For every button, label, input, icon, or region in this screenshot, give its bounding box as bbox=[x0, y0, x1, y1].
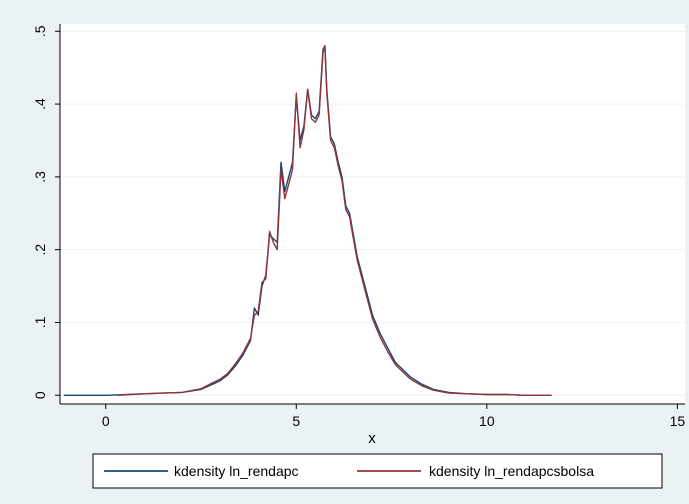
plot-area bbox=[60, 24, 685, 404]
y-tick-label: .4 bbox=[32, 98, 48, 110]
series-line-ln-rendapc bbox=[63, 45, 552, 396]
y-tick-label: .3 bbox=[32, 171, 48, 183]
x-tick-label: 10 bbox=[479, 413, 495, 429]
legend-label-ln-rendapcsbolsa: kdensity ln_rendapcsbolsa bbox=[429, 463, 594, 479]
y-tick-label: 0 bbox=[32, 391, 48, 399]
series-line-ln-rendapcsbolsa bbox=[117, 45, 552, 396]
y-tick-label: .2 bbox=[32, 244, 48, 256]
legend-label-ln-rendapc: kdensity ln_rendapc bbox=[174, 463, 299, 479]
x-tick-label: 0 bbox=[102, 413, 110, 429]
y-tick-label: .1 bbox=[32, 316, 48, 328]
series-layer bbox=[63, 45, 552, 396]
x-axis-label: x bbox=[368, 430, 376, 447]
tick-layer: 0 .1 .2 .3 .4 .5 0 5 10 15 bbox=[32, 25, 685, 429]
x-tick-label: 5 bbox=[292, 413, 300, 429]
x-tick-label: 15 bbox=[670, 413, 686, 429]
grid-layer bbox=[60, 30, 685, 396]
y-tick-label: .5 bbox=[32, 25, 48, 37]
